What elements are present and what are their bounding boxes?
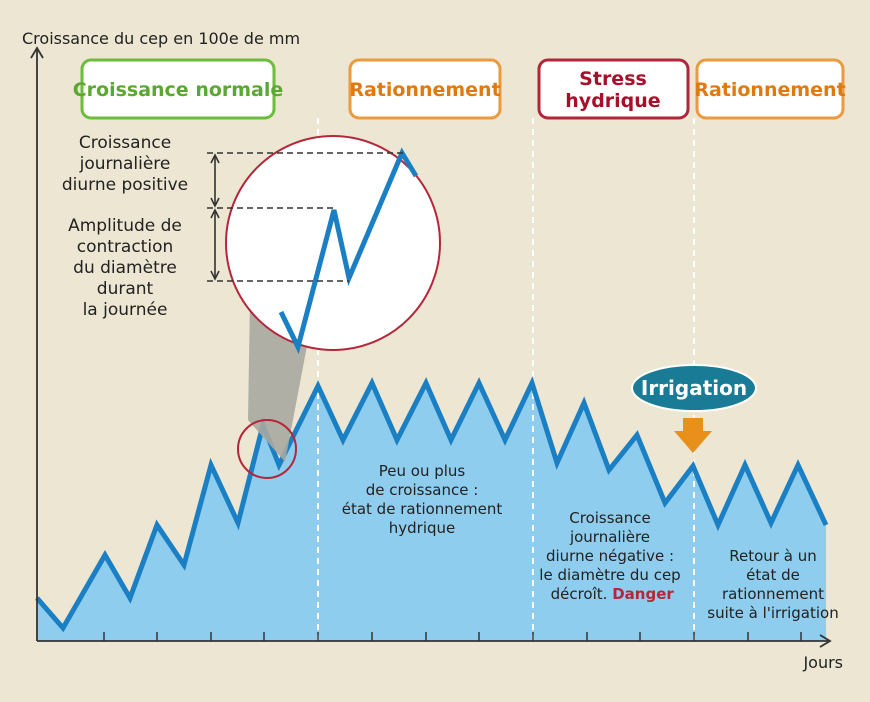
svg-text:Croissance: Croissance: [79, 133, 171, 153]
svg-text:le diamètre du cep: le diamètre du cep: [539, 566, 680, 584]
svg-text:journalière: journalière: [569, 528, 650, 546]
svg-text:Croissance: Croissance: [569, 509, 650, 527]
svg-text:la journée: la journée: [83, 300, 168, 320]
irrigation-label: Irrigation: [641, 376, 747, 400]
phase-label-line1: Stress: [579, 68, 647, 90]
zoom-magnifier: [225, 135, 441, 355]
x-ticks: [103, 632, 802, 641]
svg-text:rationnement: rationnement: [722, 585, 824, 603]
zoom-growth-line: [278, 147, 419, 355]
irrigation-badge: Irrigation: [631, 364, 757, 412]
growth-line: [35, 376, 829, 633]
svg-text:Retour à un: Retour à un: [729, 547, 816, 565]
svg-text:du diamètre: du diamètre: [73, 258, 177, 278]
stress-annotation: Croissance journalière diurne négative :…: [539, 509, 680, 603]
phase-label: Croissance normale: [73, 79, 284, 101]
svg-text:diurne négative :: diurne négative :: [546, 547, 674, 565]
phase-croissance-normale: Croissance normale: [73, 58, 284, 120]
phase-rationnement-2: Rationnement: [694, 58, 846, 120]
svg-text:état de rationnement: état de rationnement: [342, 500, 503, 518]
svg-text:Peu ou plus: Peu ou plus: [379, 462, 466, 480]
irrigation-arrow: [674, 418, 712, 453]
contraction-label: Amplitude de contraction du diamètre dur…: [68, 216, 182, 320]
plateau-annotation: Peu ou plus de croissance : état de rati…: [342, 462, 503, 537]
svg-text:durant: durant: [97, 279, 154, 299]
recovery-annotation: Retour à un état de rationnement suite à…: [707, 547, 838, 622]
measurement-arrows: [210, 153, 220, 281]
svg-text:décroît.: décroît.: [551, 585, 608, 603]
svg-text:diurne positive: diurne positive: [62, 175, 188, 195]
x-axis-label: Jours: [802, 653, 843, 672]
svg-text:contraction: contraction: [77, 237, 174, 257]
phase-label: Rationnement: [349, 79, 500, 101]
phase-label-line2: hydrique: [565, 90, 660, 112]
svg-text:Amplitude de: Amplitude de: [68, 216, 182, 236]
y-axis-label: Croissance du cep en 100e de mm: [22, 29, 300, 48]
axes: [30, 46, 832, 648]
zoom-source-circle: [237, 419, 297, 479]
phase-stress-hydrique: Stress hydrique: [537, 58, 690, 120]
growth-label: Croissance journalière diurne positive: [62, 133, 188, 195]
danger-label: Danger: [612, 585, 674, 603]
measurement-lines: [207, 152, 404, 282]
svg-text:hydrique: hydrique: [389, 519, 456, 537]
phase-rationnement-1: Rationnement: [348, 58, 502, 120]
svg-text:journalière: journalière: [79, 154, 171, 174]
svg-text:suite à l'irrigation: suite à l'irrigation: [707, 604, 838, 622]
phase-label: Rationnement: [694, 79, 845, 101]
svg-text:de croissance :: de croissance :: [366, 481, 479, 499]
svg-text:état de: état de: [746, 566, 800, 584]
phase-separators: [317, 118, 695, 640]
